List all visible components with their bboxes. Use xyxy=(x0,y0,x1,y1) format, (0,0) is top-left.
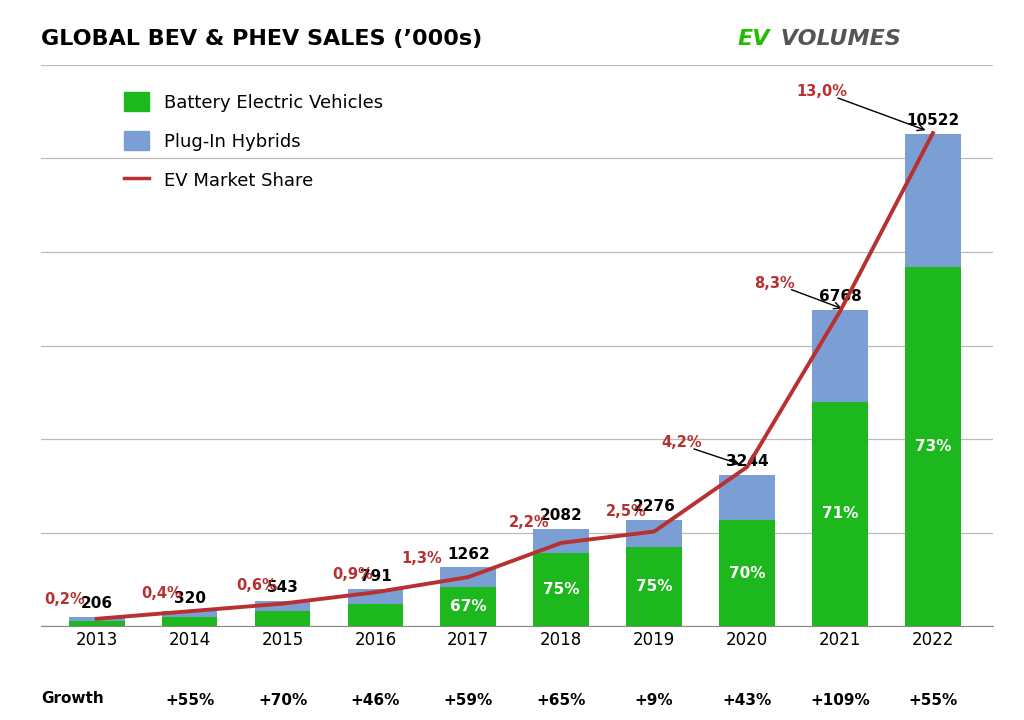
Bar xyxy=(719,474,775,520)
Bar xyxy=(69,621,125,626)
Bar xyxy=(440,567,497,587)
Text: GLOBAL BEV & PHEV SALES (’000s): GLOBAL BEV & PHEV SALES (’000s) xyxy=(41,29,482,49)
Bar xyxy=(627,546,682,626)
Text: VOLUMES: VOLUMES xyxy=(773,29,901,49)
Text: 67%: 67% xyxy=(450,599,486,614)
Text: 791: 791 xyxy=(359,569,391,584)
Bar xyxy=(69,617,125,621)
Bar xyxy=(162,618,217,626)
Text: 10522: 10522 xyxy=(906,113,959,128)
Text: +9%: +9% xyxy=(635,693,674,708)
Text: +55%: +55% xyxy=(165,693,214,708)
Text: +65%: +65% xyxy=(537,693,586,708)
Text: Growth: Growth xyxy=(41,691,103,706)
Text: +43%: +43% xyxy=(723,693,772,708)
Text: 1262: 1262 xyxy=(446,546,489,562)
Bar xyxy=(347,604,403,626)
Text: +109%: +109% xyxy=(810,693,869,708)
Bar xyxy=(812,310,868,402)
Bar xyxy=(440,587,497,626)
Bar xyxy=(905,267,961,626)
Bar xyxy=(255,611,310,626)
Bar xyxy=(627,520,682,546)
Text: 1,3%: 1,3% xyxy=(401,552,442,567)
Text: 0,9%: 0,9% xyxy=(332,567,373,582)
Text: 2,5%: 2,5% xyxy=(606,505,647,519)
Bar xyxy=(905,134,961,267)
Text: +46%: +46% xyxy=(351,693,400,708)
Text: +70%: +70% xyxy=(258,693,307,708)
Text: 75%: 75% xyxy=(543,582,580,598)
Text: +59%: +59% xyxy=(443,693,493,708)
Text: 2082: 2082 xyxy=(540,508,583,523)
Text: 75%: 75% xyxy=(636,579,673,594)
Bar xyxy=(347,590,403,604)
Text: 206: 206 xyxy=(81,596,113,611)
Text: 3244: 3244 xyxy=(726,454,768,469)
Bar xyxy=(719,520,775,626)
Bar xyxy=(534,529,589,554)
Text: 0,2%: 0,2% xyxy=(44,593,85,608)
Text: 543: 543 xyxy=(266,580,298,595)
Text: 13,0%: 13,0% xyxy=(796,84,847,99)
Bar xyxy=(255,601,310,611)
Text: 70%: 70% xyxy=(729,566,765,581)
Legend: Battery Electric Vehicles, Plug-In Hybrids, EV Market Share: Battery Electric Vehicles, Plug-In Hybri… xyxy=(117,85,390,197)
Bar xyxy=(162,611,217,618)
Text: 73%: 73% xyxy=(914,439,951,454)
Text: 8,3%: 8,3% xyxy=(755,276,796,291)
Text: 2,2%: 2,2% xyxy=(509,515,549,530)
Text: 2276: 2276 xyxy=(633,499,676,514)
Text: 4,2%: 4,2% xyxy=(662,435,702,450)
Text: 6768: 6768 xyxy=(818,289,861,304)
Text: EV: EV xyxy=(737,29,770,49)
Text: 0,6%: 0,6% xyxy=(237,578,276,593)
Text: 0,4%: 0,4% xyxy=(141,585,182,600)
Bar xyxy=(812,402,868,626)
Bar xyxy=(534,554,589,626)
Text: +55%: +55% xyxy=(908,693,957,708)
Text: 320: 320 xyxy=(174,591,206,606)
Text: 71%: 71% xyxy=(822,506,858,521)
